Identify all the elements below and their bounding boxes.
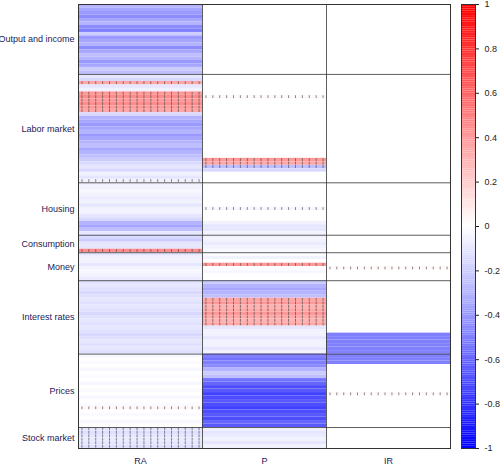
svg-text:Prices: Prices bbox=[49, 386, 75, 396]
svg-text:IR: IR bbox=[384, 456, 394, 464]
svg-text:1: 1 bbox=[485, 0, 490, 9]
svg-text:-1: -1 bbox=[485, 443, 493, 453]
svg-text:0.4: 0.4 bbox=[485, 133, 498, 143]
svg-text:Interest rates: Interest rates bbox=[22, 312, 75, 322]
svg-text:0.8: 0.8 bbox=[485, 44, 498, 54]
svg-text:RA: RA bbox=[134, 456, 147, 464]
svg-text:-0.4: -0.4 bbox=[485, 310, 500, 320]
svg-text:0.6: 0.6 bbox=[485, 88, 498, 98]
svg-text:0: 0 bbox=[485, 221, 490, 231]
svg-text:Labor market: Labor market bbox=[21, 123, 75, 133]
svg-text:Stock market: Stock market bbox=[22, 433, 75, 443]
svg-text:0.2: 0.2 bbox=[485, 177, 498, 187]
svg-text:Consumption: Consumption bbox=[21, 239, 74, 249]
svg-text:-0.2: -0.2 bbox=[485, 266, 500, 276]
svg-text:-0.8: -0.8 bbox=[485, 399, 500, 409]
svg-text:P: P bbox=[261, 456, 267, 464]
svg-text:-0.6: -0.6 bbox=[485, 355, 500, 365]
svg-text:Money: Money bbox=[47, 262, 75, 272]
svg-text:Housing: Housing bbox=[41, 204, 74, 214]
svg-text:Output and income: Output and income bbox=[0, 34, 75, 44]
